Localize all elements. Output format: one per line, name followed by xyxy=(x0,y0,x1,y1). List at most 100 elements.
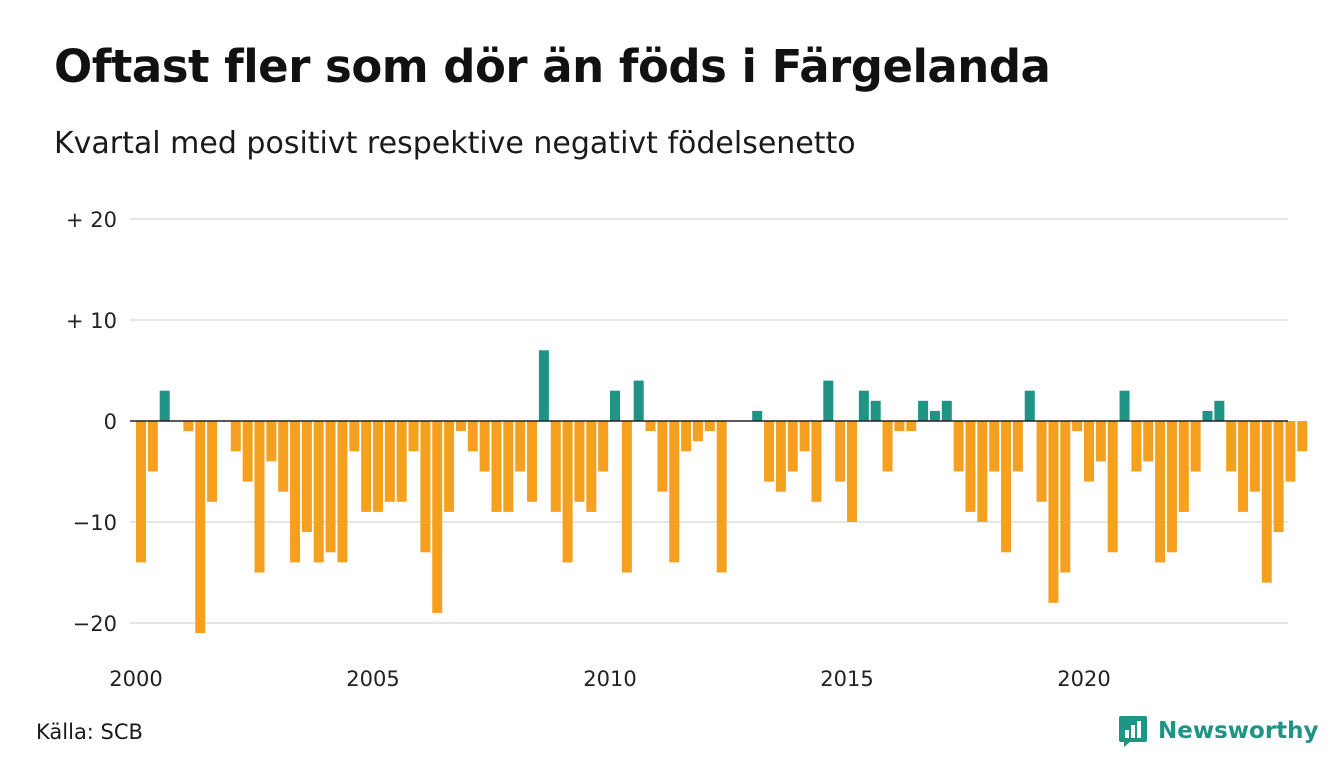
bar xyxy=(953,421,964,472)
bar xyxy=(1119,390,1130,421)
bars xyxy=(136,350,1308,634)
bar xyxy=(1155,421,1166,563)
bar xyxy=(503,421,514,512)
bar xyxy=(562,421,573,563)
y-axis-ticks: + 20 + 10 0 −10 −20 xyxy=(66,208,117,636)
bar xyxy=(1060,421,1071,573)
bar xyxy=(136,421,146,563)
y-tick-label: −10 xyxy=(73,511,117,535)
bar xyxy=(1084,421,1094,482)
bar xyxy=(1107,421,1118,553)
bar xyxy=(977,421,988,522)
y-tick-label: + 20 xyxy=(66,208,117,232)
bar xyxy=(764,421,775,482)
bar xyxy=(1131,421,1142,472)
bar xyxy=(598,421,609,472)
bar xyxy=(823,380,834,421)
bar xyxy=(704,421,715,432)
bar xyxy=(325,421,336,553)
bar xyxy=(455,421,466,432)
bar xyxy=(1024,390,1035,421)
bar xyxy=(538,350,549,421)
newsworthy-logo: Newsworthy xyxy=(1118,713,1319,749)
bar xyxy=(1012,421,1023,472)
x-tick-label: 2010 xyxy=(583,667,636,691)
bar xyxy=(799,421,810,452)
x-tick-label: 2000 xyxy=(109,667,162,691)
bar xyxy=(195,421,206,634)
bar xyxy=(835,421,846,482)
bar xyxy=(1226,421,1237,472)
bar xyxy=(1249,421,1260,492)
chart-subtitle: Kvartal med positivt respektive negativt… xyxy=(54,126,856,161)
bar xyxy=(1214,400,1225,421)
bar xyxy=(349,421,360,452)
source-note: Källa: SCB xyxy=(36,720,143,744)
bar xyxy=(550,421,561,512)
bar xyxy=(752,410,763,421)
bar xyxy=(610,390,620,421)
bar xyxy=(574,421,585,502)
bar xyxy=(847,421,857,522)
x-tick-label: 2005 xyxy=(346,667,399,691)
bar xyxy=(918,400,929,421)
bar xyxy=(716,421,727,573)
bar xyxy=(1238,421,1249,512)
bar xyxy=(1143,421,1154,462)
bar xyxy=(1178,421,1189,512)
bar xyxy=(1297,421,1308,452)
bar xyxy=(894,421,905,432)
bar xyxy=(373,421,383,512)
bar xyxy=(396,421,407,502)
bar xyxy=(159,390,170,421)
bar xyxy=(1273,421,1284,533)
chart-title: Oftast fler som dör än föds i Färgelanda xyxy=(54,40,1051,93)
bar xyxy=(408,421,419,452)
x-tick-label: 2020 xyxy=(1057,667,1110,691)
bar xyxy=(858,390,869,421)
bar xyxy=(681,421,692,452)
bar xyxy=(1285,421,1296,482)
bar xyxy=(384,421,395,502)
newsworthy-logo-text: Newsworthy xyxy=(1158,718,1319,744)
bar xyxy=(1001,421,1012,553)
bar xyxy=(515,421,526,472)
bar xyxy=(633,380,644,421)
bar-chart: + 20 + 10 0 −10 −20 2000 2005 2010 2015 2020 xyxy=(66,208,1308,691)
bar xyxy=(811,421,822,502)
bar xyxy=(147,421,158,472)
bar xyxy=(965,421,976,512)
bar xyxy=(432,421,443,613)
bar xyxy=(313,421,324,563)
bar xyxy=(941,400,952,421)
x-axis-ticks: 2000 2005 2010 2015 2020 xyxy=(109,667,1110,691)
x-tick-label: 2015 xyxy=(820,667,873,691)
bar xyxy=(1036,421,1047,502)
bar xyxy=(586,421,597,512)
bar xyxy=(242,421,253,482)
bar xyxy=(266,421,277,462)
bar xyxy=(491,421,502,512)
bar xyxy=(989,421,1000,472)
bar xyxy=(207,421,218,502)
bar xyxy=(1202,410,1213,421)
bar xyxy=(254,421,265,573)
bar xyxy=(645,421,656,432)
y-tick-label: −20 xyxy=(73,612,117,636)
bar xyxy=(183,421,194,432)
bar xyxy=(467,421,478,452)
y-tick-label: 0 xyxy=(104,410,117,434)
bar xyxy=(906,421,917,432)
bar xyxy=(929,410,940,421)
bar xyxy=(775,421,786,492)
bar xyxy=(301,421,312,533)
bar xyxy=(361,421,372,512)
bar xyxy=(278,421,289,492)
bar xyxy=(1190,421,1201,472)
bar xyxy=(1048,421,1059,603)
bar xyxy=(290,421,301,563)
bar xyxy=(420,421,431,553)
y-tick-label: + 10 xyxy=(66,309,117,333)
bar xyxy=(657,421,668,492)
bar xyxy=(1095,421,1106,462)
